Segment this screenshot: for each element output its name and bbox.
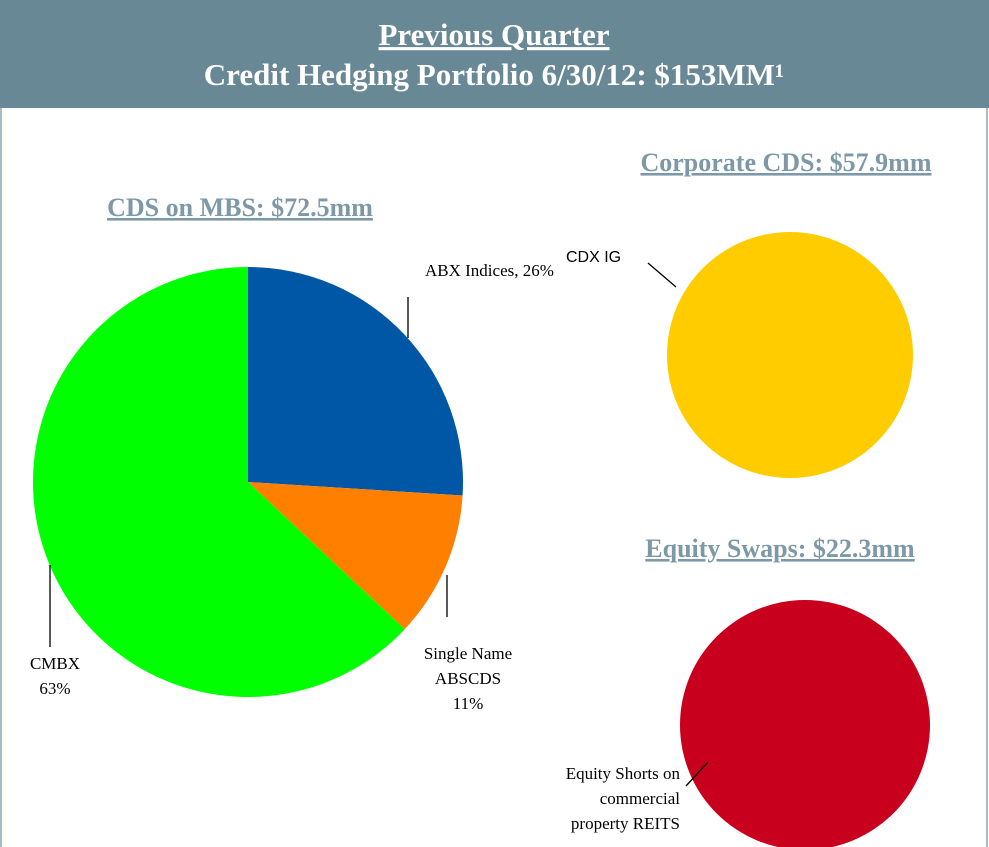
pie-slice xyxy=(680,600,930,847)
data-label: CMBX xyxy=(30,654,80,673)
data-label: CDX IG xyxy=(566,249,621,266)
data-label: 63% xyxy=(39,679,70,698)
leader-line xyxy=(685,761,709,787)
pie-slice xyxy=(667,232,913,478)
data-label: Single Name xyxy=(424,644,512,663)
data-label: commercial xyxy=(600,789,681,808)
data-label: ABSCDS xyxy=(435,669,501,688)
chart-title: Corporate CDS: $57.9mm xyxy=(640,148,931,177)
pie-slice xyxy=(32,267,405,698)
data-label: ABX Indices, 26% xyxy=(425,261,554,280)
chart-title: Equity Swaps: $22.3mm xyxy=(645,534,915,563)
leader-line xyxy=(647,262,677,288)
pie-slice xyxy=(248,482,463,630)
header-band xyxy=(0,0,989,108)
header-title: Previous Quarter xyxy=(378,17,609,52)
header-subtitle: Credit Hedging Portfolio 6/30/12: $153MM… xyxy=(204,57,784,92)
data-label: property REITS xyxy=(571,814,680,833)
pie-slice xyxy=(248,267,463,496)
chart-title: CDS on MBS: $72.5mm xyxy=(107,193,373,222)
data-label: Equity Shorts on xyxy=(566,764,681,783)
data-label: 11% xyxy=(453,694,484,713)
